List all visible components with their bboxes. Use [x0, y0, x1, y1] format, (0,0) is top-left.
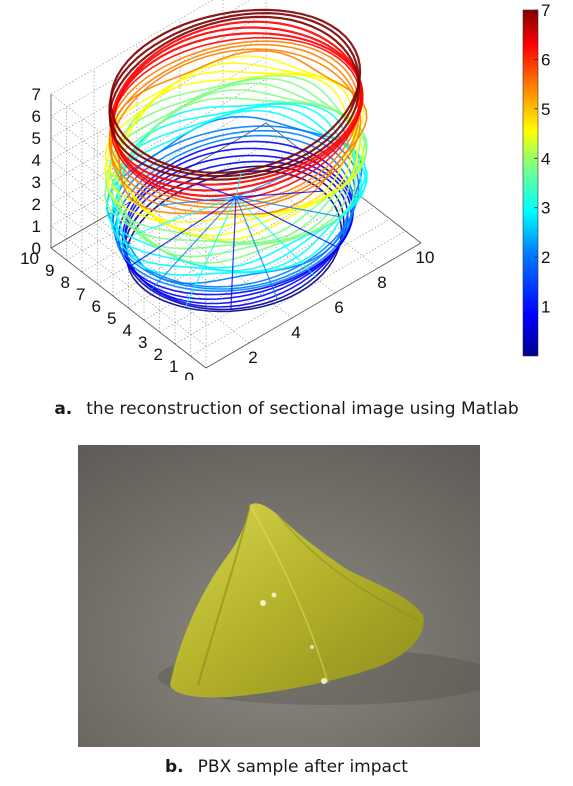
base-ridge	[156, 196, 237, 206]
x-tick-label: 4	[291, 323, 300, 342]
z-tick-label: 5	[32, 129, 41, 148]
base-ridge	[235, 172, 242, 198]
base-ridge	[235, 196, 339, 249]
contour-layer	[104, 62, 360, 231]
base-ridge	[184, 196, 237, 308]
z-tick-label: 0	[32, 239, 41, 258]
base-ridge	[149, 196, 237, 292]
y-tick-label: 10	[20, 249, 39, 268]
colorbar	[522, 9, 539, 357]
contour-layer	[125, 170, 343, 313]
contour-layer	[109, 8, 362, 174]
z-axis-ticks: 0 1 2 3 4 5 6 7	[32, 85, 41, 258]
contour-slices	[104, 8, 368, 313]
contour-layer	[108, 43, 360, 209]
z-tick-label: 6	[32, 107, 41, 126]
y-tick-label: 1	[169, 357, 178, 376]
base-ridge	[235, 196, 341, 218]
x-tick-label: 6	[334, 298, 343, 317]
z-tick-label: 1	[32, 217, 41, 236]
contour-layer	[108, 40, 360, 205]
base-ridge	[194, 182, 237, 198]
contour-layer	[108, 11, 360, 178]
contour-layer	[110, 36, 362, 202]
y-tick-label: 5	[107, 309, 116, 328]
base-ridge	[133, 196, 237, 236]
y-tick-label: 0	[185, 369, 194, 380]
caption-a-text: the reconstruction of sectional image us…	[86, 399, 519, 419]
contour-layer	[117, 140, 355, 296]
caption-b-label: b.	[165, 757, 184, 777]
contour-layer	[124, 165, 345, 311]
base-ridge	[235, 190, 323, 198]
caption-a-label: a.	[54, 399, 73, 419]
colorbar-tick-label: 4	[541, 149, 550, 168]
x-axis-ticks: 2 4 6 8 10	[248, 248, 434, 367]
colorbar-tick-label: 3	[541, 199, 550, 218]
colorbar-tick-label: 5	[541, 100, 550, 119]
caption-a: a. the reconstruction of sectional image …	[0, 399, 573, 419]
colorbar-tick-label: 6	[541, 50, 550, 69]
y-tick-label: 8	[61, 273, 70, 292]
z-tick-label: 7	[32, 85, 41, 104]
x-tick-label: 2	[248, 348, 257, 367]
x-tick-label: 8	[377, 273, 386, 292]
contour-layer	[105, 89, 362, 258]
y-tick-label: 6	[92, 297, 101, 316]
contour-layer	[107, 55, 365, 223]
contour-layer	[110, 48, 362, 213]
colorbar-ticks: 1 2 3 4 5 6 7	[534, 1, 550, 317]
y-tick-label: 2	[154, 345, 163, 364]
contour-layer	[110, 20, 363, 186]
contour-layer	[112, 129, 356, 290]
caption-b-text: PBX sample after impact	[197, 757, 408, 777]
colorbar-tick-label: 7	[541, 1, 550, 20]
base-ridge	[235, 196, 278, 300]
contour-layer	[105, 102, 363, 269]
contour-layer	[106, 73, 364, 241]
x-tick-label: 10	[416, 248, 435, 267]
base-ridge	[235, 174, 287, 198]
contour-layer	[108, 15, 361, 181]
pbx-sample-photo	[78, 445, 480, 747]
contour-layer	[114, 77, 368, 245]
caption-b: b. PBX sample after impact	[0, 757, 573, 777]
y-tick-label: 4	[123, 321, 132, 340]
y-tick-label: 3	[138, 333, 147, 352]
base-ridge	[131, 196, 237, 266]
z-tick-label: 2	[32, 195, 41, 214]
contour-layer	[112, 26, 364, 192]
z-tick-label: 4	[32, 151, 41, 170]
base-ridge	[235, 196, 317, 278]
y-tick-label: 9	[45, 261, 54, 280]
colorbar-tick-label: 2	[541, 248, 550, 267]
colorbar-tick-label: 1	[541, 298, 550, 317]
z-tick-label: 3	[32, 173, 41, 192]
contour-layer	[114, 134, 355, 293]
y-tick-label: 7	[76, 285, 85, 304]
base-ridge	[230, 197, 237, 310]
